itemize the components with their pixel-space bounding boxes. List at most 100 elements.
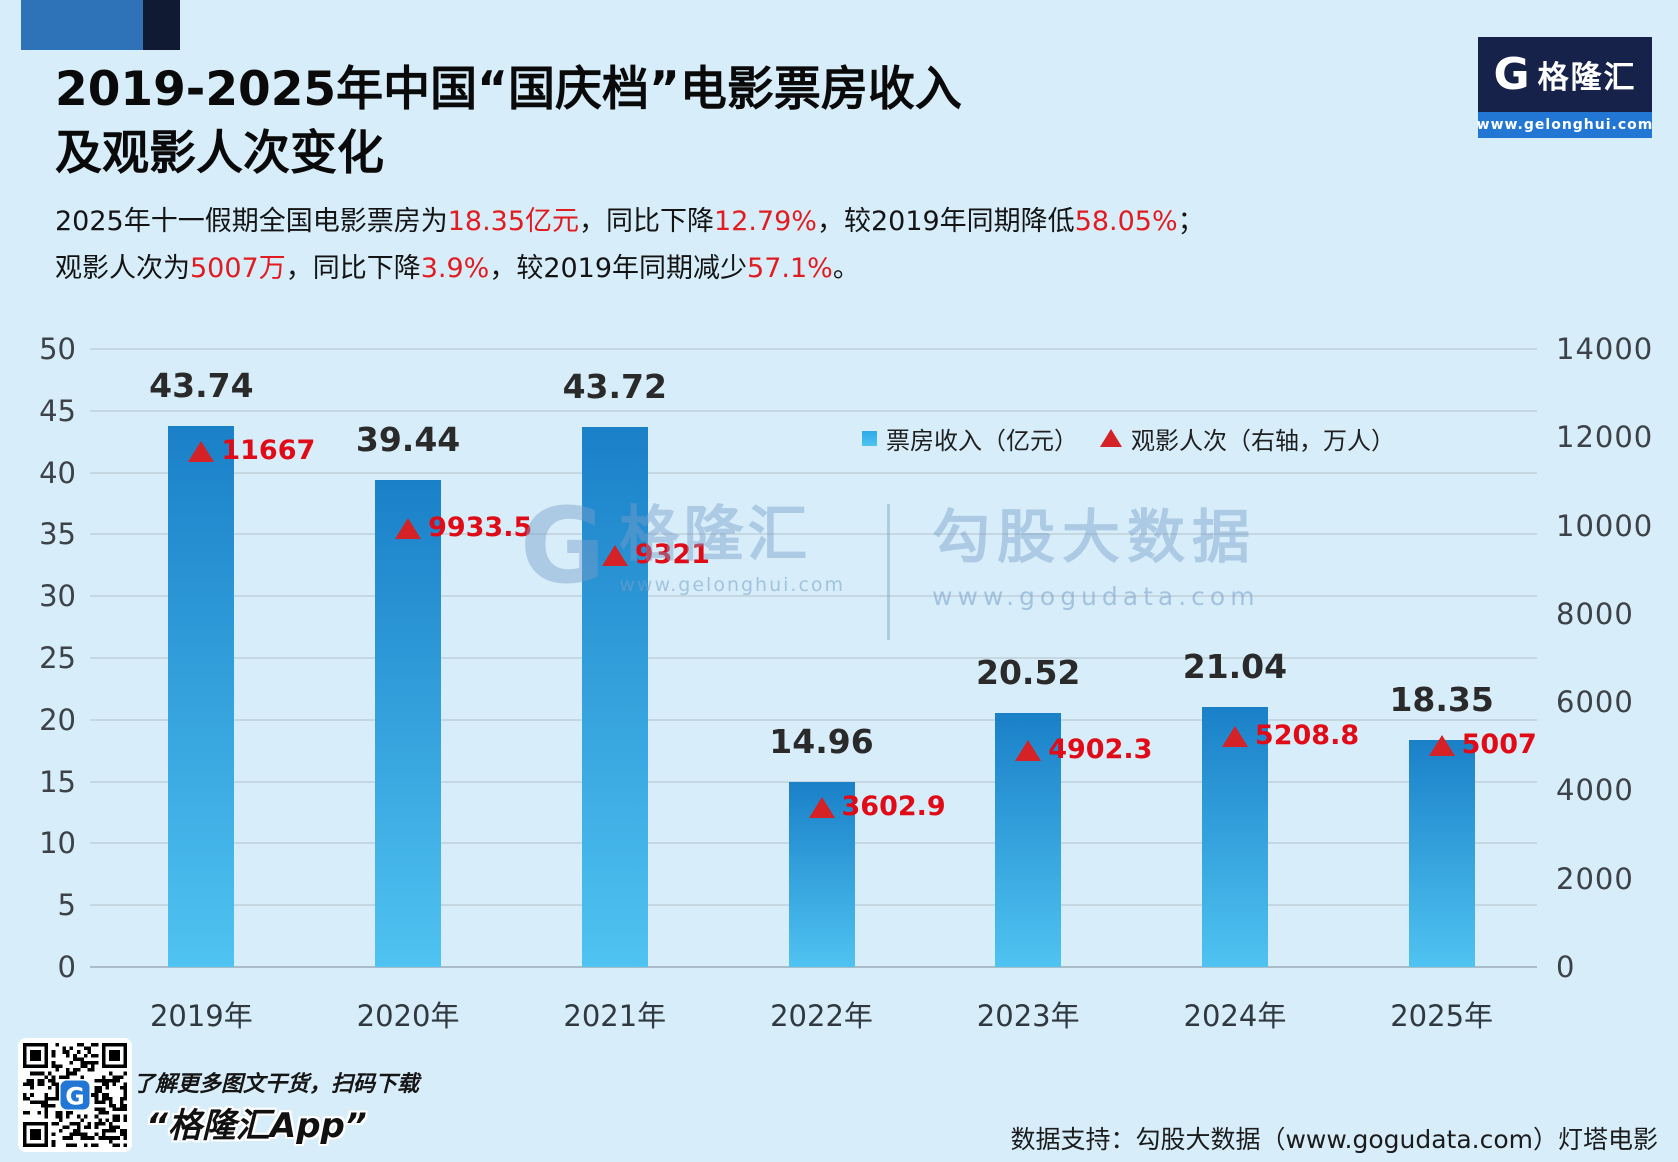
left-axis-tick-label: 10 (39, 826, 76, 861)
gelonghui-g-icon: G (1493, 48, 1530, 100)
right-axis-tick-label: 12000 (1556, 420, 1654, 455)
watermark-gogudata-name: 勾股大数据 (932, 503, 1258, 571)
bar (168, 426, 235, 967)
gridline (90, 780, 1537, 783)
subtitle-segment: ，同比下降 (285, 253, 421, 284)
watermark-divider (887, 504, 891, 640)
page-title-line2: 及观影人次变化 (55, 126, 384, 181)
svg-text:G: G (65, 1082, 84, 1110)
gelonghui-logo-main: G 格隆汇 (1478, 37, 1652, 112)
attendance-marker-icon (1015, 739, 1042, 761)
attendance-marker-icon (1428, 734, 1455, 756)
gridline (90, 348, 1537, 350)
subtitle-segment: 5007万 (190, 253, 286, 284)
x-axis-label: 2021年 (563, 999, 667, 1033)
right-axis-tick-label: 2000 (1556, 861, 1634, 896)
right-axis-tick-label: 4000 (1556, 773, 1634, 808)
bar-value-label: 21.04 (1182, 646, 1288, 686)
bar (788, 782, 855, 967)
gelonghui-logo-url: www.gelonghui.com (1477, 112, 1652, 138)
subtitle-segment: ，较2019年同期降低 (816, 206, 1075, 237)
right-axis-tick-label: 14000 (1556, 332, 1654, 366)
gridline (90, 657, 1537, 659)
watermark-gelonghui-url: www.gelonghui.com (619, 574, 846, 596)
bar (375, 479, 442, 967)
gelonghui-logo-name: 格隆汇 (1537, 60, 1637, 96)
page-title-line1: 2019-2025年中国“国庆档”电影票房收入 (55, 62, 962, 117)
right-axis-tick-label: 0 (1556, 950, 1576, 984)
x-axis-label: 2023年 (976, 999, 1080, 1033)
subtitle-segment: 18.35亿元 (447, 206, 580, 237)
left-axis-tick-label: 40 (39, 455, 76, 490)
footer-app-name: “格隆汇App” (146, 1106, 367, 1146)
subtitle-segment: 。 (832, 253, 860, 284)
subtitle-segment: 12.79% (714, 206, 817, 237)
legend-attendance-label: 观影人次（右轴，万人） (1131, 426, 1395, 455)
right-axis-tick-label: 10000 (1556, 508, 1654, 543)
bar-value-label: 43.72 (562, 366, 667, 406)
left-axis-tick-label: 25 (39, 641, 76, 675)
left-axis-tick-label: 30 (39, 579, 76, 614)
gridline (90, 842, 1537, 845)
legend-bar-swatch-icon (862, 430, 877, 446)
bar (995, 713, 1062, 967)
attendance-value-label: 5208.8 (1254, 720, 1360, 752)
left-axis-tick-label: 15 (39, 764, 76, 799)
subtitle-line1: 2025年十一假期全国电影票房为18.35亿元，同比下降12.79%，较2019… (55, 198, 1455, 245)
bar-value-label: 43.74 (149, 366, 254, 406)
bar (1408, 740, 1475, 967)
left-axis-tick-label: 50 (39, 332, 76, 366)
x-axis-label: 2024年 (1183, 999, 1287, 1033)
attendance-marker-icon (395, 517, 422, 539)
subtitle-segment: 2025年十一假期全国电影票房为 (55, 206, 448, 237)
attendance-marker-icon (1221, 726, 1248, 748)
attendance-value-label: 9933.5 (428, 511, 533, 543)
x-axis-label: 2022年 (770, 999, 873, 1033)
attendance-value-label: 11667 (221, 434, 316, 466)
footer-promo-text: 了解更多图文干货，扫码下载 (133, 1072, 420, 1097)
attendance-value-label: 3602.9 (841, 790, 946, 822)
subtitle-line2: 观影人次为5007万，同比下降3.9%，较2019年同期减少57.1%。 (55, 245, 1455, 292)
attendance-marker-icon (188, 440, 215, 462)
subtitle-segment: 58.05% (1074, 206, 1178, 237)
legend-triangle-icon (1100, 429, 1122, 447)
x-axis-label: 2020年 (356, 999, 460, 1033)
left-axis-tick-label: 0 (57, 950, 76, 984)
x-axis-label: 2019年 (149, 999, 253, 1033)
top-left-decoration-navy (143, 0, 180, 50)
x-axis-label: 2025年 (1390, 999, 1494, 1033)
page-title: 2019-2025年中国“国庆档”电影票房收入 及观影人次变化 (55, 58, 1255, 186)
right-axis-tick-label: 6000 (1556, 685, 1634, 720)
gridline (90, 966, 1537, 968)
legend-box-office-label: 票房收入（亿元） (886, 426, 1078, 455)
bar-value-label: 20.52 (976, 653, 1081, 693)
footer-datasource-text: 数据支持：勾股大数据（www.gogudata.com）灯塔电影 (1010, 1125, 1658, 1154)
right-axis-tick-label: 8000 (1556, 596, 1634, 631)
subtitle-segment: ； (1177, 206, 1205, 237)
watermark-gogudata-url: www.gogudata.com (932, 582, 1260, 611)
gridline (90, 904, 1537, 907)
left-axis-tick-label: 45 (39, 393, 76, 428)
chart-legend: 票房收入（亿元） 观影人次（右轴，万人） (862, 420, 1395, 456)
top-left-decoration-blue (21, 0, 143, 50)
watermark-gelonghui-name: 格隆汇 (619, 500, 812, 570)
subtitle-segment: 57.1% (747, 253, 833, 284)
attendance-value-label: 5007 (1461, 728, 1537, 760)
page-subtitle: 2025年十一假期全国电影票房为18.35亿元，同比下降12.79%，较2019… (55, 198, 1455, 292)
left-axis-tick-label: 35 (39, 517, 76, 552)
subtitle-segment: ，较2019年同期减少 (489, 253, 748, 284)
subtitle-segment: ，同比下降 (579, 206, 715, 237)
bar-value-label: 18.35 (1389, 680, 1494, 720)
attendance-value-label: 4902.3 (1048, 733, 1153, 765)
qr-code: G (18, 1038, 132, 1152)
gridline (90, 471, 1537, 474)
gridline (90, 409, 1537, 412)
subtitle-segment: 观影人次为 (55, 253, 190, 284)
subtitle-segment: 3.9% (420, 253, 490, 284)
left-axis-tick-label: 20 (39, 702, 76, 737)
attendance-marker-icon (808, 796, 835, 818)
gridline (90, 718, 1537, 721)
left-axis-tick-label: 5 (57, 888, 76, 923)
bar-value-label: 39.44 (355, 419, 461, 459)
